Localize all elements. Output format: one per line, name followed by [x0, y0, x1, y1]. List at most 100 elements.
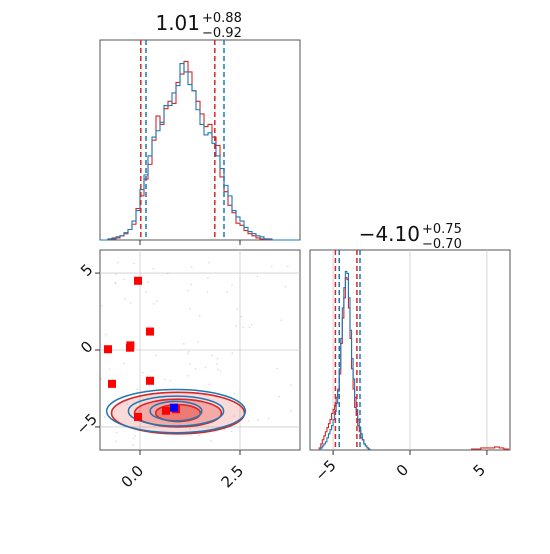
scatter-bg-point	[132, 437, 135, 440]
scatter-bg-point	[114, 282, 117, 285]
scatter-bg-point	[126, 403, 129, 405]
scatter-bg-point	[216, 363, 219, 365]
scatter-bg-point	[230, 430, 233, 433]
scatter-bg-point	[280, 319, 283, 322]
scatter-bg-point	[153, 302, 155, 305]
scatter-bg-point	[226, 291, 228, 294]
red-marker-3	[126, 341, 135, 350]
scatter-bg-point	[186, 352, 189, 355]
scatter-bg-point	[233, 415, 236, 418]
scatter-bg-point	[256, 275, 259, 278]
hist-2-quantile-lines	[334, 250, 361, 450]
hist-2-xtick-label-2: 5	[470, 461, 489, 480]
hist-step-series-2	[470, 446, 510, 450]
scatter-bg-point	[190, 265, 193, 268]
scatter-bg-point	[231, 283, 233, 286]
scatter-bg-point	[210, 440, 212, 442]
scatter-bg-point	[290, 384, 292, 387]
scatter-bg-point	[235, 325, 238, 327]
red-marker-5	[146, 327, 154, 336]
scatter-bg-point	[248, 326, 251, 329]
scatter-bg-point	[197, 434, 200, 437]
hist-step-series-1	[100, 62, 300, 241]
scatter-bg-point	[194, 367, 197, 370]
scatter-bg-point	[211, 354, 213, 357]
blue-marker	[170, 403, 178, 412]
red-marker-0	[104, 345, 112, 354]
hist-step-series-0	[318, 276, 371, 450]
scatter-bg-point	[105, 333, 107, 336]
scatter-bg-point	[115, 440, 118, 443]
scatter-bg-point	[189, 308, 192, 310]
scatter-markers	[104, 276, 180, 421]
scatter-bg-point	[231, 352, 234, 355]
scatter-bg-point	[197, 340, 199, 343]
scatter-bg-point	[189, 363, 192, 366]
scatter-bg-point	[216, 357, 219, 360]
blue-contour-level-1	[127, 395, 225, 427]
hist-1-quantile-lines	[139, 40, 241, 245]
scatter-bg-point	[108, 368, 111, 371]
hist-2-series	[318, 270, 510, 451]
hist-1-title-sub: −0.92	[202, 26, 242, 41]
scatter-bg-point	[114, 281, 117, 284]
red-marker-8	[162, 406, 170, 415]
hist-2-title: −4.10	[359, 222, 420, 246]
scatter-bg-point	[223, 428, 226, 431]
scatter-bg-point	[193, 400, 196, 403]
hist-step-series-1	[319, 270, 371, 451]
scatter-xtick-label-1: 2.5	[218, 462, 248, 492]
hist-1-title-main: 1.01	[155, 11, 200, 35]
hist-1-title: 1.01	[155, 11, 200, 35]
blue-contour-level-2	[105, 388, 247, 434]
scatter-bg-point	[166, 272, 169, 275]
scatter-bg-point	[136, 388, 139, 391]
scatter-bg-point	[133, 262, 135, 265]
hist-2-gridlines	[332, 250, 488, 450]
scatter-bg-point	[146, 281, 149, 284]
hist-2-title-sub: −0.70	[422, 237, 462, 252]
scatter-bg-point	[116, 261, 119, 264]
scatter-bg-point	[134, 435, 137, 438]
hist-2-title-main: −4.10	[359, 222, 420, 246]
hist-2-xtick-label-1: 0	[393, 461, 412, 480]
scatter-bg-point	[207, 277, 209, 280]
panel-hist-1-frame	[99, 39, 301, 241]
scatter-bg-point	[182, 342, 185, 345]
scatter-bg-point	[204, 366, 207, 369]
scatter-bg-point	[124, 298, 126, 300]
panel-scatter: −5 0 5 0.0 2.5	[73, 249, 301, 492]
scatter-bg-point	[270, 265, 273, 268]
scatter-bg-point	[233, 392, 236, 395]
scatter-bg-point	[186, 289, 189, 292]
scatter-bg-point	[240, 315, 243, 318]
scatter-bg-point	[155, 354, 157, 357]
scatter-bg-point	[187, 374, 189, 377]
scatter-bg-point	[142, 371, 144, 374]
scatter-bg-point	[257, 419, 260, 422]
scatter-bg-point	[267, 417, 270, 420]
scatter-bg-point	[206, 291, 209, 293]
scatter-bg-point	[155, 300, 158, 303]
hist-step-series-0	[100, 60, 300, 241]
scatter-xtick-label-0: 0.0	[118, 462, 148, 492]
scatter-bg-point	[152, 267, 155, 270]
scatter-bg-point	[100, 304, 103, 307]
red-marker-6	[146, 376, 154, 385]
red-marker-7	[134, 412, 142, 421]
scatter-bg-point	[219, 370, 222, 373]
panel-hist-1: 1.01 +0.88 −0.92	[99, 11, 301, 245]
scatter-bg-point	[132, 444, 134, 447]
scatter-bg-point	[250, 323, 253, 326]
scatter-bg-point	[115, 431, 118, 434]
panel-hist-2: −5 0 5 −4.10 +0.75 −0.70	[309, 222, 511, 485]
scatter-bg-point	[198, 314, 201, 317]
hist-2-xtick-label-0: −5	[311, 456, 339, 484]
scatter-bg-point	[189, 427, 191, 430]
scatter-bg-point	[284, 285, 287, 288]
scatter-bg-point	[123, 278, 125, 281]
red-marker-4	[134, 276, 142, 285]
hist-1-series	[100, 60, 300, 241]
scatter-bg-point	[278, 395, 281, 398]
